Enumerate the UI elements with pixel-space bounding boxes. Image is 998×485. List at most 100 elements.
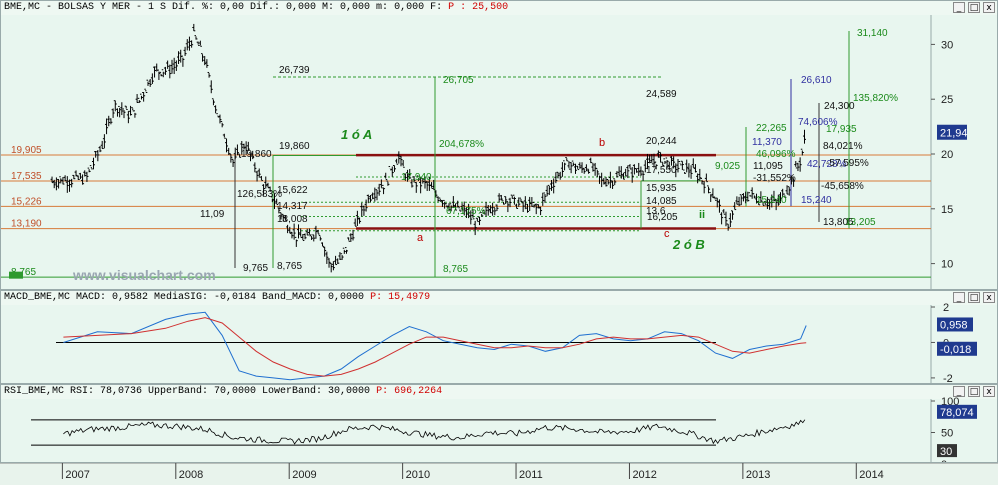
time-tick-label-3: 2010 xyxy=(406,469,430,481)
rsi-band-label: 30 xyxy=(940,446,952,458)
rsi-header-value: P: 696,2264 xyxy=(376,386,443,397)
wave-label-2: a xyxy=(417,232,424,244)
rsi-ytick-label-1: 50 xyxy=(941,428,953,440)
macd-close-button[interactable]: x xyxy=(983,292,995,303)
price-annotation-29: 74,606% xyxy=(798,117,838,128)
price-annotation-23: 46,096% xyxy=(756,149,796,160)
rsi-ytick-label-2: 0 xyxy=(941,459,947,463)
price-annotation-1: 26,705 xyxy=(443,75,474,86)
macd-signal-tag xyxy=(937,341,977,356)
wave-label-5: ii xyxy=(699,209,705,221)
price-annotation-9: 11,09 xyxy=(200,209,225,220)
price-annotation-17: 14,085 xyxy=(646,196,677,207)
price-annotation-8: 13,008 xyxy=(277,214,308,225)
macd-series-MediaSIG xyxy=(63,317,807,377)
price-ytick-label-3: 25 xyxy=(941,94,953,106)
price-level-label-3: 13,190 xyxy=(11,219,42,230)
macd-header-value: P: 15,4979 xyxy=(370,292,431,303)
rsi-value-tag xyxy=(937,404,977,419)
rsi-panel[interactable]: RSI_BME,MC RSI: 78,0736 UpperBand: 70,00… xyxy=(0,384,998,463)
macd-ytick-label-2: -2 xyxy=(943,373,953,384)
macd-maximize-button[interactable]: □ xyxy=(968,292,980,303)
rsi-value-label: 78,074 xyxy=(940,407,974,419)
price-ytick-label-2: 20 xyxy=(941,149,953,161)
macd-panel[interactable]: MACD_BME,MC MACD: 0,9582 MediaSIG: -0,01… xyxy=(0,290,998,384)
price-annotation-0: 26,739 xyxy=(279,65,310,76)
price-annotation-38: 135,820% xyxy=(853,93,898,104)
price-header-text: BME,MC - BOLSAS Y MER - 1 S Dif. %: 0,00… xyxy=(4,2,443,13)
maximize-button[interactable]: □ xyxy=(968,2,980,13)
price-annotation-4: 19,860 xyxy=(241,149,272,160)
macd-signal-label: -0,018 xyxy=(940,344,971,356)
wave-label-4: c xyxy=(664,228,670,240)
price-chart[interactable]: 10 15 20 25 30 19,905 17,535 15,226 13,190 8,765 2… xyxy=(1,1,998,290)
price-annotation-2: 204,678% xyxy=(439,139,484,150)
macd-ytick-label-0: 2 xyxy=(943,302,949,314)
price-annotation-19: 16,205 xyxy=(647,212,678,223)
price-annotation-37: 31,140 xyxy=(857,28,888,39)
time-axis: 2007 2008 2009 2010 2011 2012 2013 2014 xyxy=(0,463,998,485)
price-annotation-26: 11,370 xyxy=(752,137,782,148)
time-tick-label-2: 2009 xyxy=(292,469,316,481)
price-level-label-2: 15,226 xyxy=(11,196,42,207)
wave-label-1: 2 ó B xyxy=(672,237,705,252)
price-panel-header: BME,MC - BOLSAS Y MER - 1 S Dif. %: 0,00… xyxy=(1,1,997,15)
time-tick-label-0: 2007 xyxy=(65,469,89,481)
rsi-maximize-button[interactable]: □ xyxy=(968,386,980,397)
price-annotation-6: 15,622 xyxy=(277,185,308,196)
macd-chart[interactable]: 20-20,958-0,018 xyxy=(1,291,998,384)
time-tick-label-5: 2012 xyxy=(632,469,656,481)
price-annotation-11: 8,765 xyxy=(277,261,302,272)
rsi-close-button[interactable]: x xyxy=(983,386,995,397)
price-annotation-30: 42,728% xyxy=(807,159,847,170)
price-level-label-1: 17,535 xyxy=(11,171,42,182)
price-annotation-20: 20,244 xyxy=(646,136,677,147)
price-annotation-5: 126,583% xyxy=(237,189,282,200)
rsi-minimize-button[interactable]: _ xyxy=(953,386,965,397)
price-ytick-label-4: 30 xyxy=(941,39,953,51)
price-annotation-34: -45,658% xyxy=(821,181,864,192)
price-annotation-3: 19,860 xyxy=(279,141,310,152)
price-annotation-31: 15,240 xyxy=(801,195,832,206)
macd-series-MACD xyxy=(63,311,807,381)
rsi-window-buttons: _ □ x xyxy=(953,386,995,397)
time-tick-label-7: 2014 xyxy=(859,469,883,481)
close-button[interactable]: x xyxy=(983,2,995,13)
macd-panel-header: MACD_BME,MC MACD: 0,9582 MediaSIG: -0,01… xyxy=(1,291,997,305)
price-ytick-label-0: 10 xyxy=(941,259,953,271)
price-level-label-4: 8,765 xyxy=(11,267,36,278)
price-annotation-13: 17,940 xyxy=(401,172,432,183)
price-panel[interactable]: BME,MC - BOLSAS Y MER - 1 S Dif. %: 0,00… xyxy=(0,0,998,290)
price-annotation-18: 13,6 xyxy=(646,206,666,217)
rsi-series-RSI xyxy=(63,419,806,445)
price-annotation-16: 15,935 xyxy=(646,183,677,194)
rsi-panel-header: RSI_BME,MC RSI: 78,0736 UpperBand: 70,00… xyxy=(1,385,997,399)
price-annotation-25: 15,240 xyxy=(756,195,787,206)
macd-window-buttons: _ □ x xyxy=(953,292,995,303)
price-annotation-12: 8,765 xyxy=(443,264,468,275)
price-current-tag xyxy=(937,124,967,140)
price-annotation-28: 26,610 xyxy=(801,75,832,86)
price-annotation-24: -31,552% xyxy=(753,173,796,184)
wave-label-0: 1 ó A xyxy=(341,127,372,142)
macd-value-tag xyxy=(937,317,973,332)
macd-value-label: 0,958 xyxy=(940,319,968,331)
time-tick-label-1: 2008 xyxy=(179,469,203,481)
macd-header-text: MACD_BME,MC MACD: 0,9582 MediaSIG: -0,01… xyxy=(4,292,365,303)
time-tick-label-4: 2011 xyxy=(519,469,543,481)
wave-label-3: b xyxy=(599,137,605,149)
price-annotation-10: 9,765 xyxy=(243,263,268,274)
price-ytick-label-1: 15 xyxy=(941,204,953,216)
price-annotation-41: 9,025 xyxy=(715,161,740,172)
minimize-button[interactable]: _ xyxy=(953,2,965,13)
macd-minimize-button[interactable]: _ xyxy=(953,292,965,303)
price-current-label: 21,94 xyxy=(940,128,968,140)
price-annotation-36: 13,205 xyxy=(845,217,876,228)
price-annotation-7: 14,317 xyxy=(277,201,308,212)
price-header-value: P : 25,500 xyxy=(448,2,509,13)
price-annotation-33: 17,935 xyxy=(826,124,857,135)
rsi-band-tag xyxy=(937,444,957,458)
time-tick-label-6: 2013 xyxy=(746,469,770,481)
price-window-buttons: _ □ x xyxy=(953,2,995,13)
